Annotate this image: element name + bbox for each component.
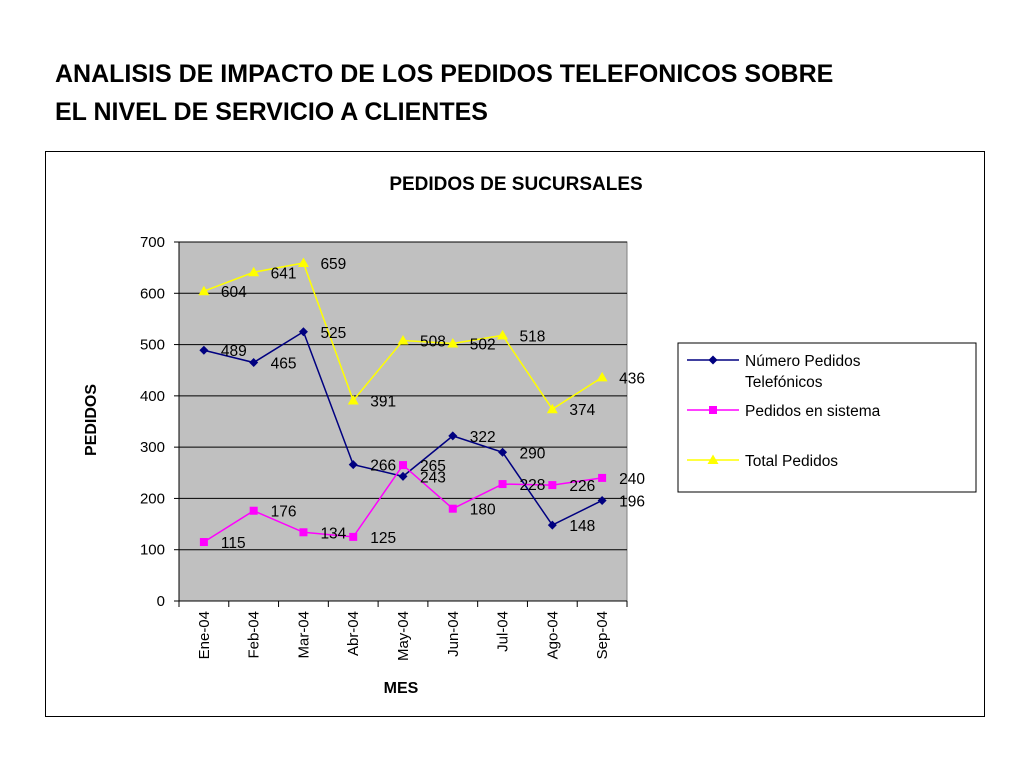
point-marker <box>546 403 558 414</box>
legend-label: Pedidos en sistema <box>745 403 881 420</box>
point-marker <box>708 355 718 365</box>
line-chart: PEDIDOS DE SUCURSALES 0 100 200 300 400 500 60… <box>83 174 977 697</box>
point-marker <box>709 406 717 414</box>
point-marker <box>548 481 557 490</box>
point-marker <box>598 473 607 482</box>
data-label: 228 <box>520 477 546 494</box>
point-marker <box>249 358 259 368</box>
point-marker <box>498 447 508 457</box>
legend: Número Pedidos Telefónicos Pedidos en sist… <box>677 342 977 493</box>
legend-label: Total Pedidos <box>745 453 838 470</box>
slide-title-line-2: EL NIVEL DE SERVICIO A CLIENTES <box>55 98 488 126</box>
data-label: 502 <box>470 337 496 354</box>
point-marker <box>347 394 359 405</box>
y-tick-label: 700 <box>140 234 165 251</box>
data-label: 525 <box>320 325 346 342</box>
point-marker <box>249 506 258 515</box>
x-tick-label: Abr-04 <box>345 611 362 656</box>
chart-title: PEDIDOS DE SUCURSALES <box>389 174 642 195</box>
legend-box <box>677 342 977 493</box>
y-tick-label: 500 <box>140 337 165 354</box>
point-marker <box>298 327 308 337</box>
data-label: 115 <box>221 535 246 552</box>
x-tick-label: Ene-04 <box>196 611 213 659</box>
point-marker <box>199 538 208 547</box>
data-label: 641 <box>271 265 297 282</box>
x-tick-label: Jun-04 <box>445 611 462 657</box>
x-tick-label: Feb-04 <box>246 611 263 659</box>
plot-area <box>178 241 628 602</box>
point-marker <box>199 345 209 355</box>
point-marker <box>448 504 457 513</box>
point-marker <box>297 257 309 268</box>
data-label: 465 <box>271 356 297 373</box>
data-label: 265 <box>420 458 446 475</box>
point-marker <box>498 480 507 489</box>
x-tick-label: Mar-04 <box>295 611 312 659</box>
point-marker <box>349 532 358 541</box>
point-marker <box>248 266 260 277</box>
legend-label: Número Pedidos <box>745 353 861 370</box>
y-axis-title: PEDIDOS <box>83 384 100 456</box>
point-marker <box>448 431 458 441</box>
data-label: 226 <box>569 478 595 495</box>
point-marker <box>597 495 607 505</box>
data-label: 176 <box>271 504 297 521</box>
data-label: 243 <box>420 469 446 486</box>
slide-title-line-1: ANALISIS DE IMPACTO DE LOS PEDIDOS TELEF… <box>55 60 834 88</box>
data-label: 266 <box>370 458 396 475</box>
x-tick-label: May-04 <box>395 611 412 661</box>
point-marker <box>397 334 409 345</box>
x-tick-label: Ago-04 <box>544 611 561 659</box>
data-label: 604 <box>221 284 247 301</box>
data-label: 508 <box>420 333 446 350</box>
x-tick-label: Jul-04 <box>495 611 512 652</box>
y-tick-label: 400 <box>140 388 165 405</box>
y-tick-label: 300 <box>140 439 165 456</box>
slide-title: ANALISIS DE IMPACTO DE LOS PEDIDOS TELEF… <box>55 55 975 131</box>
legend-label: Telefónicos <box>745 374 823 391</box>
data-label: 518 <box>520 328 546 345</box>
point-marker <box>547 520 557 530</box>
data-label: 659 <box>320 256 346 273</box>
data-label: 148 <box>569 518 595 535</box>
data-label: 374 <box>569 402 595 419</box>
point-marker <box>198 285 210 296</box>
point-marker <box>447 338 459 348</box>
data-label: 322 <box>470 429 496 446</box>
y-tick-label: 600 <box>140 285 165 302</box>
data-label: 125 <box>370 530 396 547</box>
point-marker <box>299 528 308 537</box>
point-marker <box>497 329 509 340</box>
point-marker <box>399 461 407 470</box>
x-axis-title: MES <box>384 680 419 697</box>
data-label: 391 <box>370 393 396 410</box>
data-label: 180 <box>470 502 496 519</box>
y-tick-label: 100 <box>140 542 165 559</box>
data-label: 489 <box>221 343 247 360</box>
data-label: 196 <box>619 493 645 510</box>
data-label: 240 <box>619 471 645 488</box>
y-tick-label: 0 <box>157 593 165 610</box>
point-marker <box>348 460 358 470</box>
x-tick-label: Sep-04 <box>594 611 611 659</box>
point-marker <box>398 471 408 481</box>
point-marker <box>707 454 719 464</box>
data-label: 290 <box>520 445 546 462</box>
point-marker <box>596 371 608 382</box>
y-tick-label: 200 <box>140 490 165 507</box>
chart-frame: PEDIDOS DE SUCURSALES 0 100 200 300 400 500 60… <box>45 151 985 717</box>
data-label: 134 <box>320 525 346 542</box>
data-label: 436 <box>619 370 645 387</box>
